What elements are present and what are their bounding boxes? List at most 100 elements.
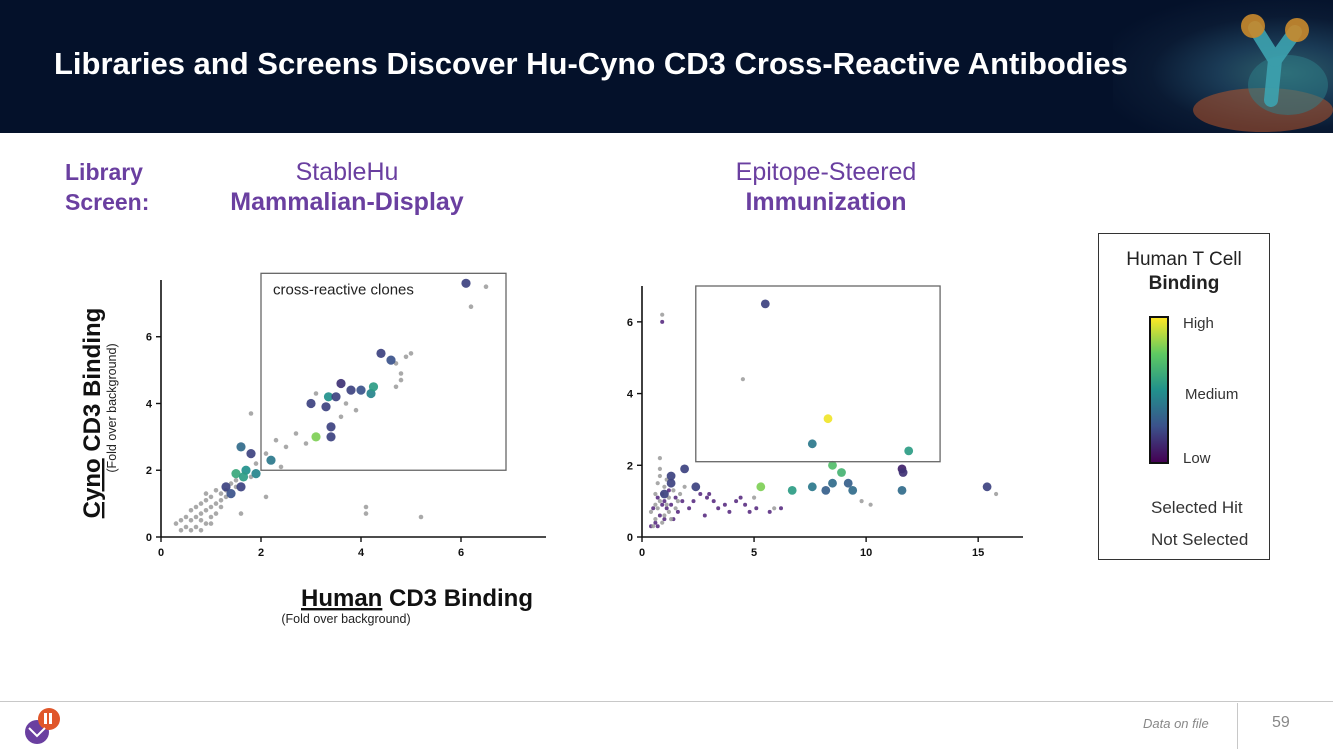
chart1-marks: [173, 278, 489, 533]
colorbar-low-label: Low: [1183, 450, 1211, 467]
chart1-point-s1-38: [208, 514, 214, 520]
chart2-point-s1-22: [657, 466, 662, 471]
chart1-point-s0-14: [311, 432, 321, 442]
chart2-point-s1-1: [657, 456, 662, 461]
chart2-point-s1-19: [660, 520, 665, 525]
chart2-point-s1-27: [994, 491, 999, 497]
chart2-point-s1-30: [772, 506, 777, 511]
chart2-point-s1-7: [662, 484, 667, 489]
chart2-point-s2-1: [651, 506, 656, 511]
chart1-point-s1-23: [363, 511, 369, 516]
chart2-axes: 0 5 10 15 0 2 4 6: [627, 286, 1023, 559]
chart1-point-s1-37: [203, 521, 209, 526]
chart1-point-s1-6: [393, 384, 399, 390]
chart1-point-s0-23: [221, 482, 231, 492]
chart1-point-s0-24: [226, 489, 236, 499]
chart2-point-s1-21: [673, 506, 678, 511]
chart1-point-s0-1: [376, 348, 386, 358]
chart1-point-s1-35: [193, 524, 199, 530]
chart2-point-s0-17: [843, 478, 853, 488]
chart1-point-s1-56: [203, 491, 209, 496]
chart1-point-s0-13: [326, 432, 336, 442]
chart1-point-s1-15: [273, 437, 279, 443]
chart2-point-s2-2: [653, 520, 658, 525]
cross-reactive-box: [260, 272, 507, 471]
chart2-point-s2-10: [673, 495, 678, 500]
chart2-point-s1-15: [666, 509, 671, 514]
chart2-point-s0-14: [807, 482, 817, 492]
chart2-point-s2-16: [705, 495, 709, 500]
chart2-point-s2-11: [675, 509, 680, 514]
chart2-point-s1-4: [655, 506, 660, 511]
chart2-point-s2-9: [669, 502, 674, 507]
chart2-point-s1-26: [653, 502, 658, 507]
chart1-point-s1-26: [178, 518, 184, 523]
chart1-point-s1-47: [233, 478, 239, 483]
chart1-point-s1-18: [248, 411, 254, 416]
chart2-point-s0-12: [756, 482, 766, 492]
library-label: Library: [65, 159, 143, 185]
color-legend: Human T Cell Binding High Medium Low Sel…: [1098, 233, 1270, 560]
chart2-point-s1-11: [653, 491, 658, 497]
chart1-x-tick-label-0: 0: [158, 547, 164, 559]
chart1-point-s1-42: [203, 498, 209, 503]
chart1-point-s0-20: [238, 472, 249, 482]
chart2-point-s1-12: [655, 481, 660, 486]
chart2-point-s1-3: [653, 517, 658, 522]
chart1-point-s1-21: [238, 511, 244, 516]
chart1-point-s1-2: [408, 351, 414, 356]
legend-title-bold: Binding: [1148, 273, 1220, 294]
chart2-point-s2-17: [711, 499, 716, 504]
chart1-point-s1-19: [278, 464, 284, 470]
chart1-point-s0-3: [336, 378, 346, 389]
left-library-name: StableHu: [295, 158, 399, 186]
chart1-point-s1-27: [183, 524, 189, 530]
chart1-point-s1-17: [253, 461, 259, 466]
chart2-point-s2-4: [657, 513, 662, 518]
antibody-illustration: [1113, 0, 1333, 133]
chart2-point-s2-5: [660, 502, 665, 507]
chart2-point-s0-1: [823, 414, 833, 424]
chart2-point-s2-30: [662, 517, 667, 522]
chart2-point-s1-31: [752, 495, 757, 500]
chart2-point-s0-18: [848, 486, 858, 495]
chart1-point-s0-4: [346, 385, 356, 395]
colorbar-high-label: High: [1183, 315, 1214, 332]
chart1-point-s1-41: [198, 501, 204, 506]
x-axis-label-part1: Human: [301, 585, 382, 612]
y-axis-label-part2: CD3 Binding: [79, 308, 106, 459]
chart1-y-tick-label-0: 0: [146, 532, 152, 544]
chart1-point-s0-7: [368, 382, 379, 392]
chart2-point-s0-15: [821, 486, 831, 495]
chart2-point-s1-17: [675, 499, 680, 504]
chart2-point-s2-13: [687, 506, 692, 511]
immunization-box: [695, 285, 941, 463]
stablehu-scatter-chart: cross-reactive clones 0 2 4 6 0 2 4 6 Human CD3…: [79, 272, 546, 626]
chart1-point-s1-28: [188, 518, 194, 523]
chart1-point-s1-36: [198, 518, 204, 523]
chart2-point-s0-9: [666, 471, 676, 481]
chart2-point-s2-15: [698, 492, 703, 496]
chart2-point-s1-16: [671, 488, 676, 493]
chart2-point-s2-33: [707, 492, 712, 496]
chart2-point-s2-27: [779, 506, 783, 511]
chart1-point-s0-17: [236, 442, 246, 452]
footnote: Data on file: [1143, 716, 1209, 731]
legend-selected-hit: Selected Hit: [1151, 498, 1243, 517]
chart2-point-s0-4: [828, 460, 837, 470]
chart2-point-s2-19: [722, 502, 727, 507]
chart2-point-s1-2: [740, 377, 745, 382]
immunization-scatter-chart: 0 5 10 15 0 2 4 6: [627, 285, 1023, 559]
chart1-point-s1-34: [218, 498, 224, 503]
chart2-point-s0-5: [837, 468, 846, 477]
chart2-point-s1-14: [662, 513, 667, 518]
footer-divider: [0, 701, 1333, 702]
chart1-point-s0-15: [266, 455, 276, 465]
chart1-point-s1-48: [193, 504, 199, 510]
chart2-point-s0-13: [787, 486, 797, 495]
chart1-point-s0-2: [386, 355, 396, 365]
chart1-point-s1-40: [183, 514, 189, 520]
y-axis-label-part1: Cyno: [79, 458, 106, 518]
chart2-x-tick-label-5: 5: [751, 547, 757, 559]
chart1-point-s1-50: [213, 511, 219, 516]
